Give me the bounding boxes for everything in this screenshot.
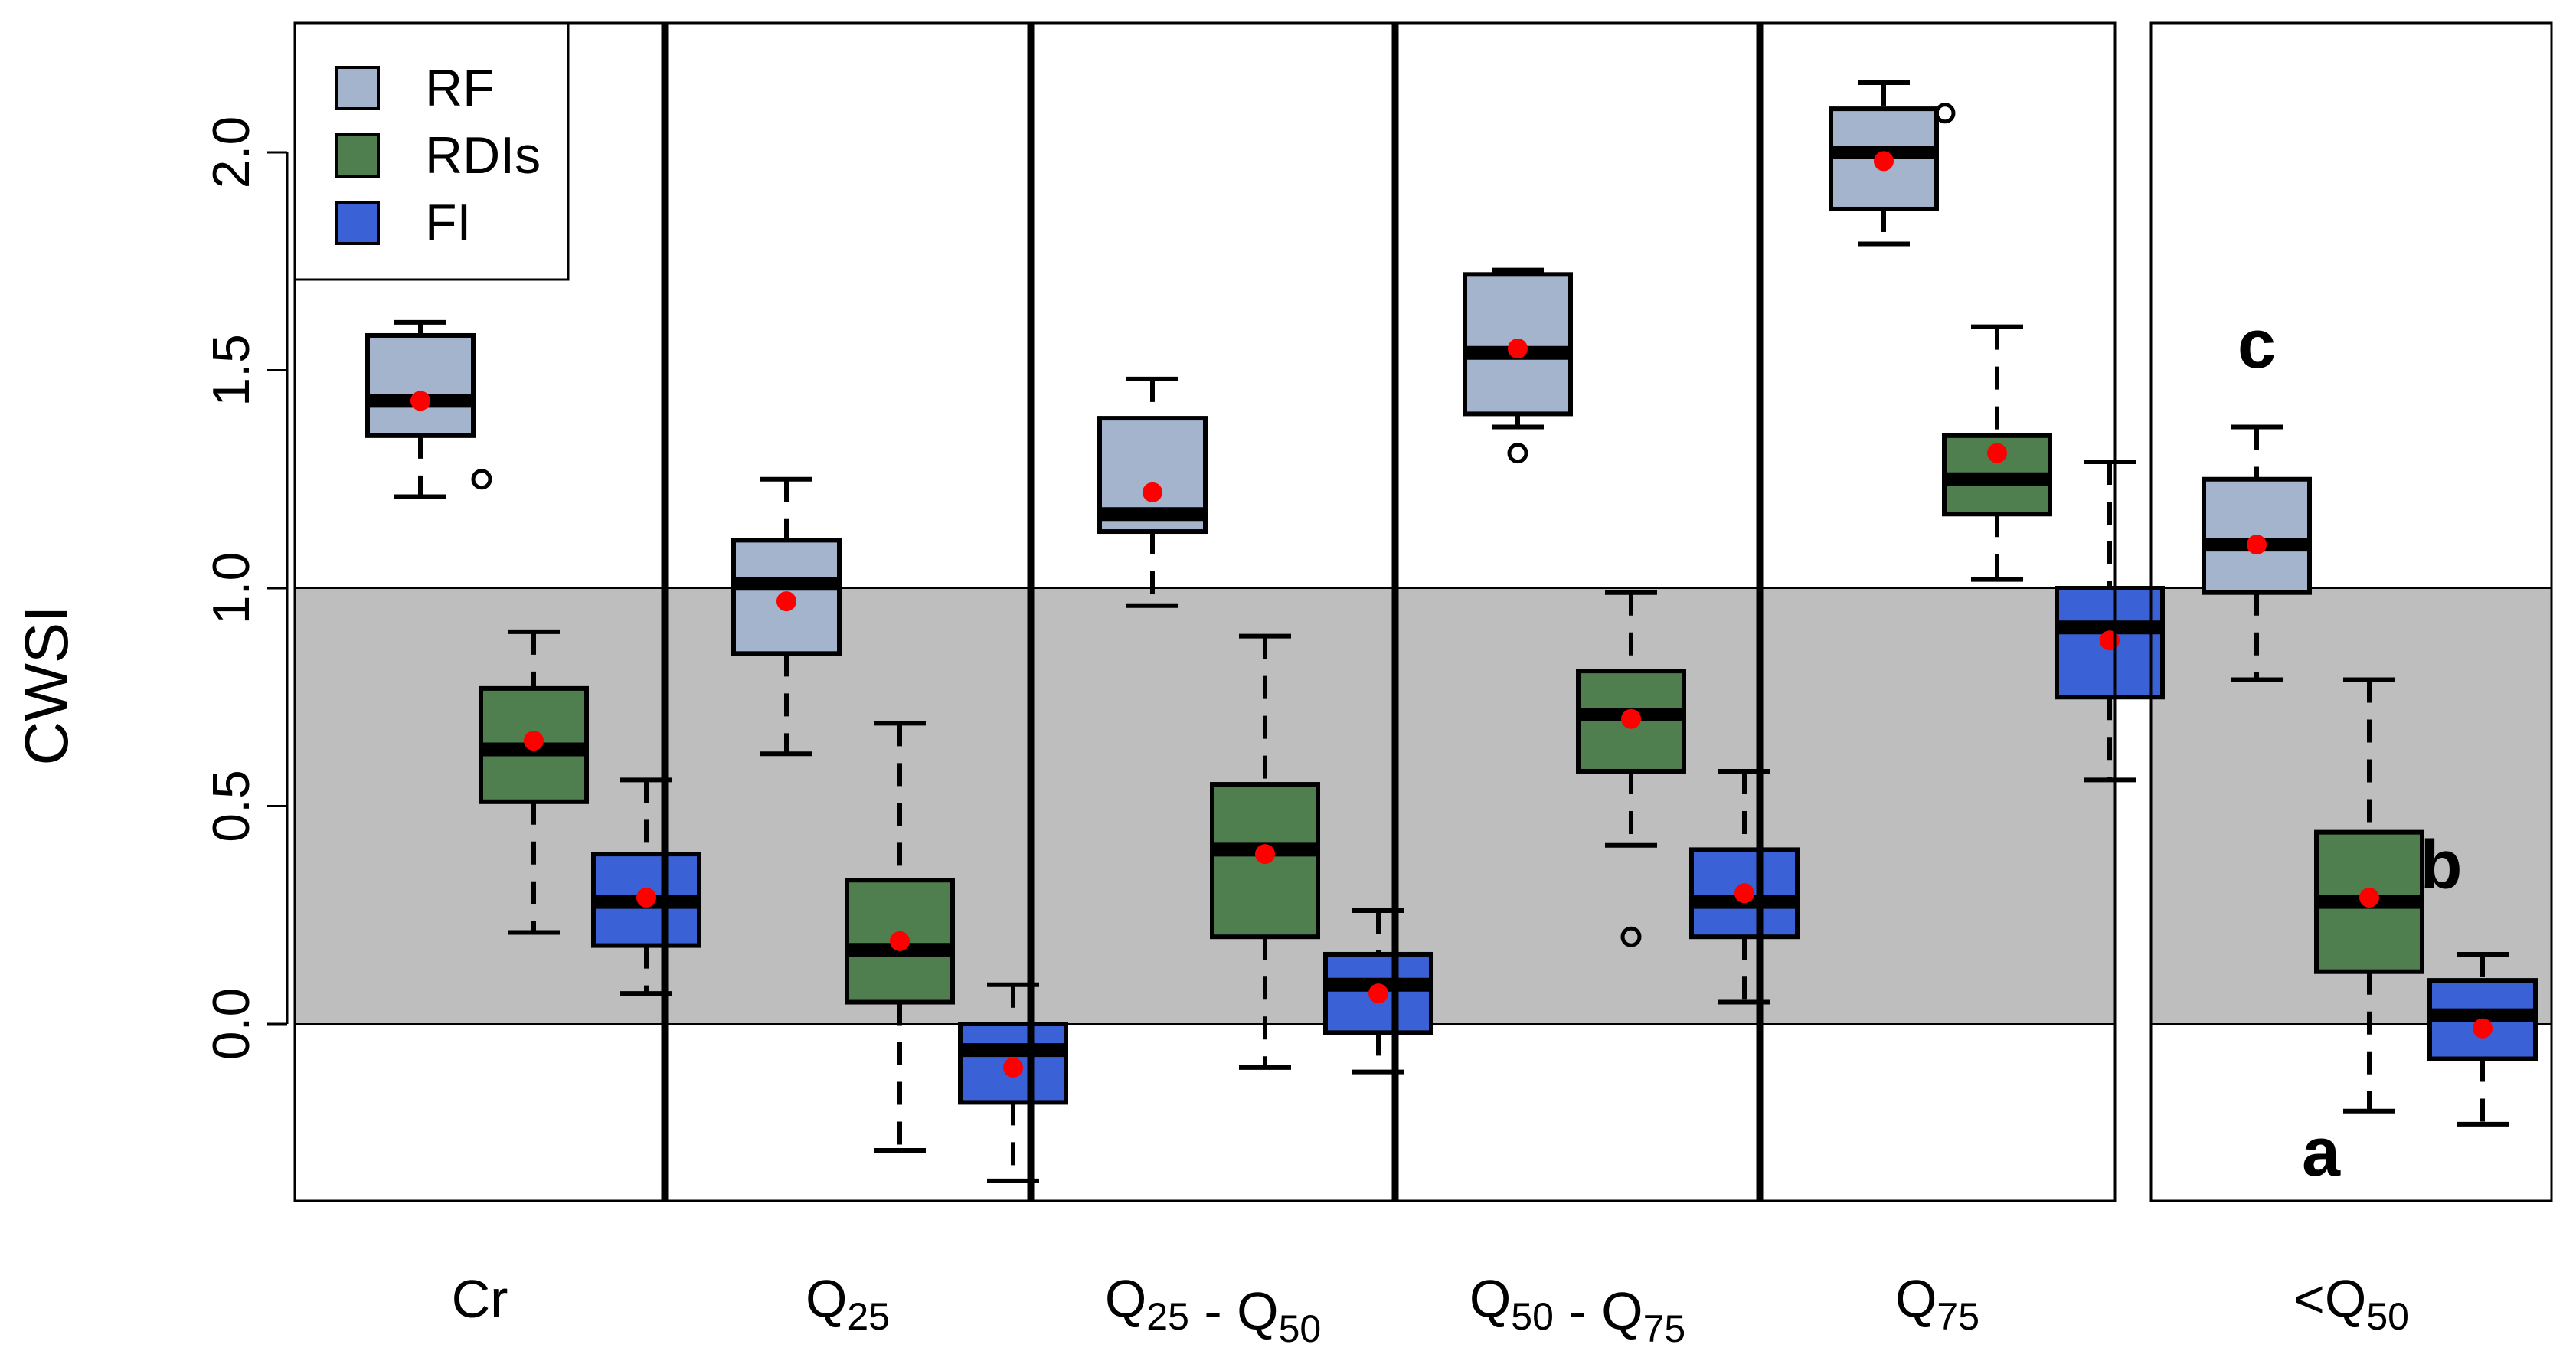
y-tick-label: 2.0: [202, 116, 260, 189]
mean-marker: [2100, 630, 2120, 651]
boxplots-layer: [365, 80, 2538, 1183]
boxplot-rf-panel-1: [365, 319, 492, 499]
significance-letters: c a b: [2238, 306, 2463, 1191]
x-label-text: Q: [1105, 1269, 1146, 1329]
mean-marker: [1874, 151, 1894, 172]
significance-letter-rf: c: [2238, 306, 2276, 383]
boxplot-rf-panel-6: [2202, 424, 2312, 682]
boxplot-rdis-panel-4: [1576, 590, 1686, 947]
boxplot-fi-panel-4: [1689, 768, 1800, 1005]
mean-marker: [2359, 887, 2379, 908]
legend-label-rf: RF: [425, 59, 495, 117]
boxplot-rdis-panel-6: [2314, 677, 2424, 1114]
x-label-subscript: 50: [2366, 1295, 2409, 1338]
legend-label-rdis: RDIs: [425, 126, 541, 185]
x-label-text: Cr: [452, 1269, 508, 1329]
legend-label-fi: FI: [425, 194, 471, 252]
boxplot-rf-panel-4: [1463, 267, 1573, 464]
x-label-panel-6: <Q50: [2293, 1269, 2409, 1338]
y-axis: 0.0 0.5 1.0 1.5 2.0: [202, 116, 289, 1061]
legend: RF RDIs FI: [293, 21, 570, 281]
boxplot-rdis-panel-2: [845, 721, 955, 1153]
boxplot-rdis-panel-3: [1210, 633, 1320, 1070]
x-label-separator: -: [1554, 1281, 1601, 1341]
x-label-panel-1: Cr: [452, 1269, 508, 1329]
mean-marker: [1003, 1057, 1023, 1078]
outlier-point: [1620, 926, 1642, 947]
x-label-text: Q: [1895, 1269, 1937, 1329]
x-label-panel-2: Q25: [806, 1269, 890, 1338]
mean-marker: [1734, 883, 1754, 904]
x-label-subscript: 25: [1146, 1295, 1189, 1338]
panel-frames-layer: [293, 21, 2553, 1202]
x-label-separator: -: [1189, 1281, 1237, 1341]
mean-marker: [524, 731, 544, 751]
shaded-band-1: [295, 588, 2115, 1024]
mean-marker: [1255, 844, 1275, 865]
mean-marker: [636, 887, 656, 908]
mean-marker: [2247, 535, 2267, 555]
x-label-text: <Q: [2293, 1269, 2366, 1329]
x-label-panel-4: Q50 - Q75: [1469, 1269, 1685, 1350]
x-label-subscript: 50: [1279, 1307, 1322, 1350]
y-tick-label: 0.5: [202, 770, 260, 842]
outlier-point: [1934, 103, 1956, 124]
boxplot-fi-panel-2: [958, 982, 1068, 1183]
mean-marker: [1508, 339, 1528, 359]
boxplot-fi-panel-6: [2427, 951, 2538, 1127]
boxplot-rf-panel-5: [1829, 80, 1956, 247]
significance-letter-rdis: a: [2302, 1114, 2341, 1191]
mean-marker: [1143, 482, 1162, 502]
boxplot-fi-panel-1: [591, 777, 701, 996]
x-label-subscript: 25: [847, 1295, 890, 1338]
mean-marker: [1621, 708, 1641, 729]
legend-swatch-fi: [335, 201, 380, 245]
y-tick-label: 1.5: [202, 334, 260, 407]
x-label-panel-3: Q25 - Q50: [1105, 1269, 1321, 1350]
mean-marker: [410, 391, 430, 411]
boxplot-rf-panel-3: [1097, 376, 1208, 608]
main-plot-frame: [293, 21, 2117, 1202]
x-axis-labels: Cr Q25 Q25 - Q50 Q50 - Q75 Q75 <Q50: [452, 1269, 2409, 1350]
legend-swatch-rf: [335, 66, 380, 110]
boxplot-rf-panel-2: [731, 476, 842, 757]
y-tick-label: 1.0: [202, 552, 260, 625]
boxplot-rdis-panel-5: [1942, 324, 2052, 582]
x-label-text: Q: [806, 1269, 847, 1329]
mean-marker: [890, 931, 910, 951]
x-label-subscript: 50: [1511, 1295, 1554, 1338]
x-label-panel-5: Q75: [1895, 1269, 1979, 1338]
legend-swatch-rdis: [335, 133, 380, 178]
boxplot-rdis-panel-1: [479, 629, 589, 935]
y-axis-label: CWSI: [12, 606, 80, 766]
outlier-point: [471, 469, 492, 490]
mean-marker: [2473, 1018, 2493, 1039]
x-label-subscript: 75: [1643, 1307, 1686, 1350]
x-label-subscript: 75: [1937, 1295, 1979, 1338]
outlier-point: [1507, 443, 1528, 464]
iqr-box: [365, 332, 476, 438]
mean-marker: [1987, 443, 2007, 463]
summary-plot-frame: [2149, 21, 2553, 1202]
y-tick-label: 0.0: [202, 988, 260, 1061]
x-label-text: Q: [1601, 1281, 1643, 1341]
significance-letter-fi: b: [2421, 827, 2463, 904]
shaded-band-layer: [295, 587, 2551, 1025]
mean-marker: [776, 591, 796, 612]
mean-marker: [1368, 983, 1388, 1004]
x-label-text: Q: [1237, 1281, 1278, 1341]
x-label-text: Q: [1469, 1269, 1511, 1329]
iqr-box: [1689, 847, 1800, 940]
